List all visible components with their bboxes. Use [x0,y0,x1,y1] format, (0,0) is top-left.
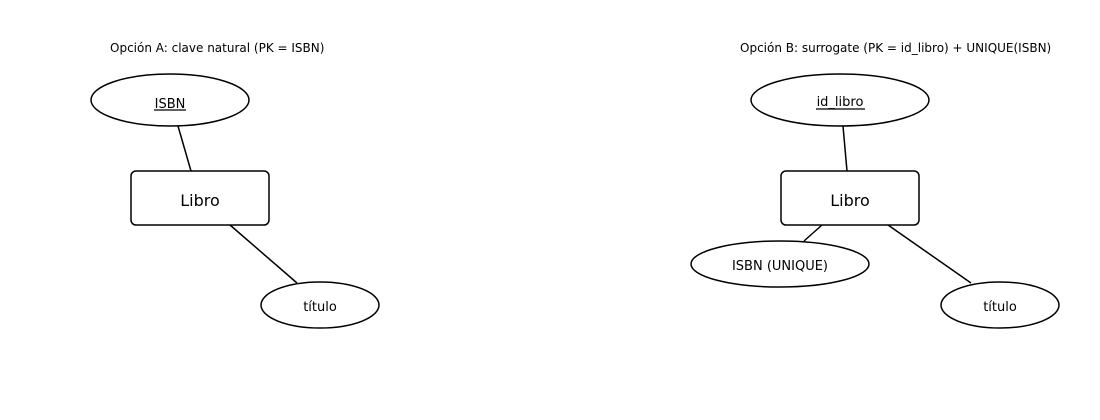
option-b-isbn-attribute: ISBN (UNIQUE) [690,240,870,288]
option-a-entity: Libro [130,170,270,226]
option-b-title: Opción B: surrogate (PK = id_libro) + UN… [740,41,1051,55]
option-a-diagram: Opción A: clave natural (PK = ISBN) ISBN… [90,41,380,329]
option-b-titulo-ellipse [940,281,1060,329]
option-b-entity-box [780,170,920,226]
option-b-titulo-attribute: título [940,281,1060,329]
option-a-titulo-ellipse [260,281,380,329]
option-a-entity-box [130,170,270,226]
option-b-pk-attribute: id_libro [750,73,930,127]
option-b-pk-ellipse [750,73,930,127]
option-b-entity-label: Libro [830,191,870,210]
option-b-isbn-ellipse [690,240,870,288]
option-b-edge-isbn [803,224,823,242]
option-b-diagram: Opción B: surrogate (PK = id_libro) + UN… [690,41,1060,329]
option-a-pk-ellipse [90,73,250,127]
option-b-edge-titulo [887,224,972,284]
option-a-edge-pk [177,125,192,172]
option-b-edge-pk [842,125,848,172]
option-a-title: Opción A: clave natural (PK = ISBN) [110,41,324,55]
option-a-entity-label: Libro [180,191,220,210]
option-b-isbn-label: ISBN (UNIQUE) [732,259,828,274]
option-a-edge-titulo [229,224,298,284]
option-a-pk-label: ISBN [155,97,186,112]
option-a-titulo-label: título [303,300,337,315]
option-a-pk-attribute: ISBN [90,73,250,127]
option-b-titulo-label: título [983,300,1017,315]
option-a-titulo-attribute: título [260,281,380,329]
option-b-pk-label: id_libro [817,95,864,110]
option-b-entity: Libro [780,170,920,226]
